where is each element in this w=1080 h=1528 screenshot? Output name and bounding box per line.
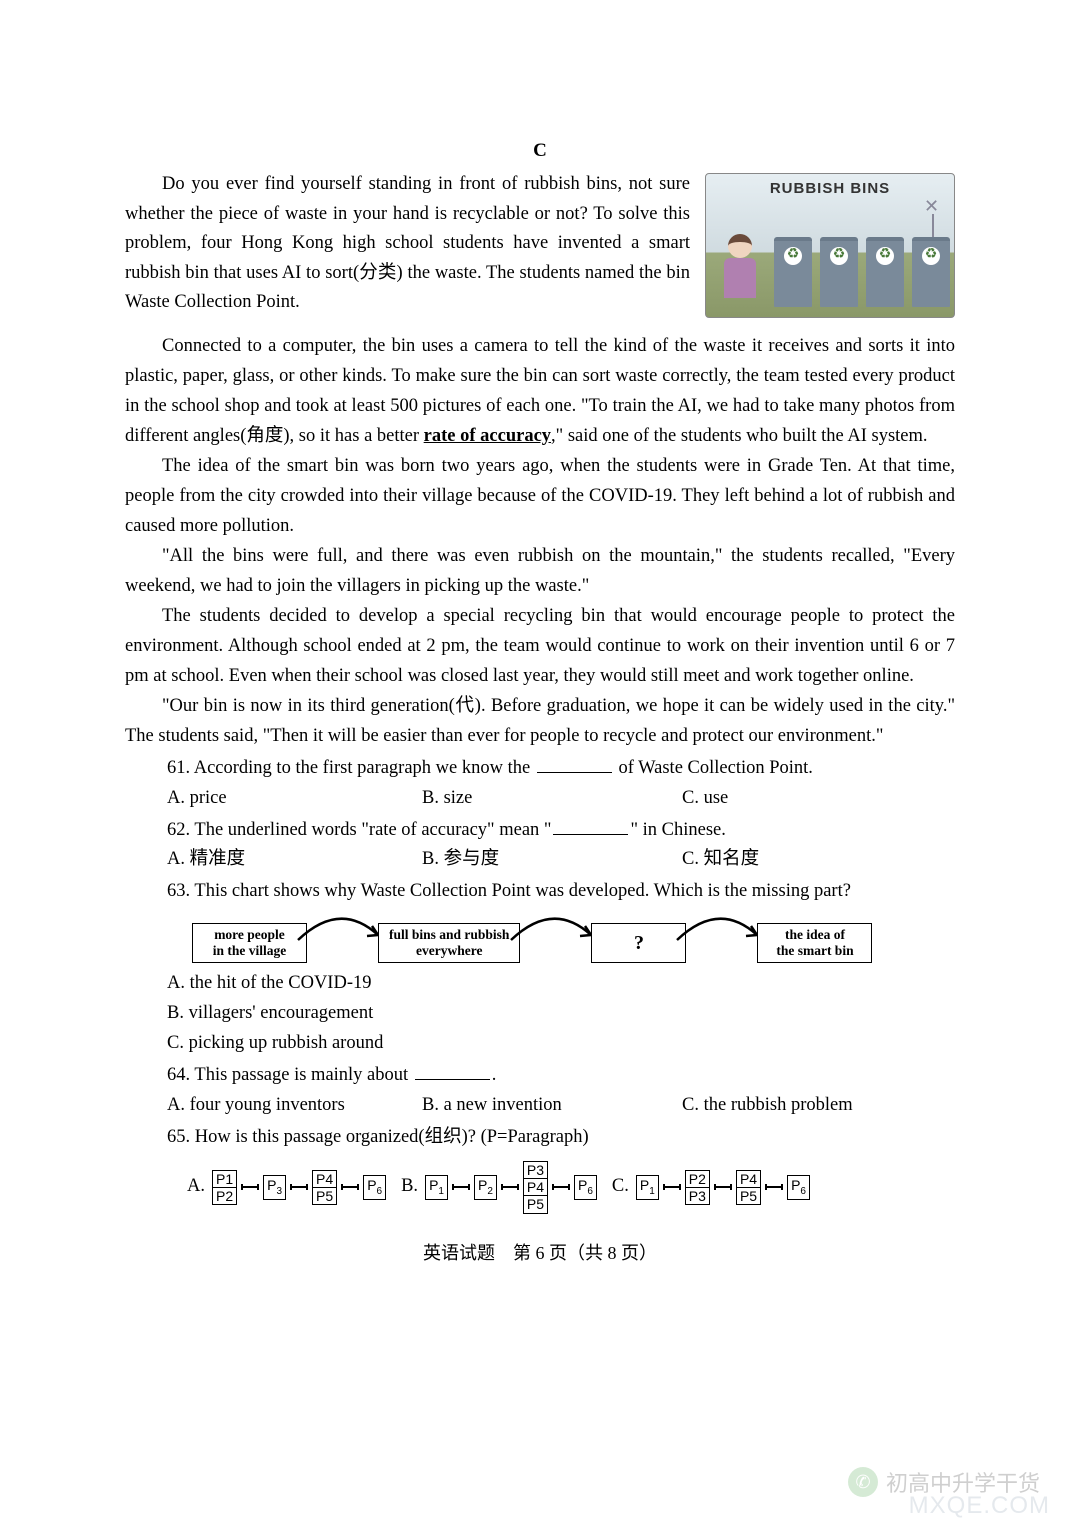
q62-opt-a: A. 精准度 <box>167 845 422 875</box>
person-icon <box>721 234 759 309</box>
q65-stem: 65. How is this passage organized(组织)? (… <box>167 1123 955 1153</box>
opt-label-a: A. <box>187 1172 205 1202</box>
paragraph-5: The students decided to develop a specia… <box>125 602 955 692</box>
q61-stem: 61. According to the first paragraph we … <box>167 754 955 784</box>
flow-box-2: full bins and rubbish everywhere <box>378 923 520 963</box>
pbox-p6: P6 <box>574 1175 597 1199</box>
questions-block: 61. According to the first paragraph we … <box>167 754 955 1214</box>
blank <box>553 834 628 835</box>
q63-opt-c: C. picking up rubbish around <box>167 1029 955 1059</box>
pbox-p1p2: P1P2 <box>212 1170 237 1205</box>
paragraph-6: "Our bin is now in its third generation(… <box>125 692 955 752</box>
pbox-p2: P2 <box>474 1175 497 1199</box>
watermark-2: MXQE.COM <box>909 1492 1050 1520</box>
q62-stem: 62. The underlined words "rate of accura… <box>167 816 955 846</box>
paragraph-4: "All the bins were full, and there was e… <box>125 542 955 602</box>
q64-options: A. four young inventors B. a new inventi… <box>167 1091 955 1121</box>
pbox-p4p5: P4P5 <box>312 1170 337 1205</box>
connector-icon <box>663 1186 681 1188</box>
q62-opt-c: C. 知名度 <box>682 845 759 875</box>
flow-box-4: the idea of the smart bin <box>757 923 872 963</box>
connector-icon <box>765 1186 783 1188</box>
q61-opt-c: C. use <box>682 784 728 814</box>
q64-stem-b: . <box>492 1065 497 1085</box>
q64-opt-b: B. a new invention <box>422 1091 682 1121</box>
q62-options: A. 精准度 B. 参与度 C. 知名度 <box>167 845 955 875</box>
p2-text-b: ," said one of the students who built th… <box>551 426 928 446</box>
q64-opt-c: C. the rubbish problem <box>682 1091 853 1121</box>
q61-stem-a: 61. According to the first paragraph we … <box>167 758 535 778</box>
blank <box>537 772 612 773</box>
rubbish-bin-illustration: RUBBISH BINS <box>705 173 955 318</box>
wechat-icon: ✆ <box>848 1467 878 1497</box>
arrow-icon <box>528 913 583 963</box>
q63-opt-b: B. villagers' encouragement <box>167 999 955 1029</box>
intro-wrap: RUBBISH BINS Do you ever find yourself s… <box>125 170 955 320</box>
arrow-icon <box>694 913 749 963</box>
connector-icon <box>341 1186 359 1188</box>
bins-icon <box>774 237 950 307</box>
paragraph-3: The idea of the smart bin was born two y… <box>125 452 955 542</box>
q61-options: A. price B. size C. use <box>167 784 955 814</box>
q63-opt-a: A. the hit of the COVID-19 <box>167 969 955 999</box>
pbox-p1: P1 <box>636 1175 659 1199</box>
q65-options: A. P1P2 P3 P4P5 P6 B. P1 P2 P3P4P5 P6 C.… <box>187 1161 955 1213</box>
pbox-p1: P1 <box>425 1175 448 1199</box>
q64-opt-a: A. four young inventors <box>167 1091 422 1121</box>
connector-icon <box>241 1186 259 1188</box>
pbox-p3p4p5: P3P4P5 <box>523 1161 548 1213</box>
q62-stem-a: 62. The underlined words "rate of accura… <box>167 820 551 840</box>
pbox-p4p5: P4P5 <box>736 1170 761 1205</box>
pbox-p3: P3 <box>263 1175 286 1199</box>
q63-flowchart: more people in the village full bins and… <box>192 913 955 963</box>
paragraph-2: Connected to a computer, the bin uses a … <box>125 332 955 452</box>
q65-opt-c: C. P1 P2P3 P4P5 P6 <box>612 1170 810 1205</box>
connector-icon <box>452 1186 470 1188</box>
pbox-p6: P6 <box>363 1175 386 1199</box>
q64-stem: 64. This passage is mainly about . <box>167 1061 955 1091</box>
q61-opt-b: B. size <box>422 784 682 814</box>
blank <box>415 1079 490 1080</box>
connector-icon <box>290 1186 308 1188</box>
opt-label-b: B. <box>401 1172 418 1202</box>
section-letter: C <box>125 140 955 162</box>
illustration-title: RUBBISH BINS <box>706 180 954 197</box>
pbox-p6: P6 <box>787 1175 810 1199</box>
connector-icon <box>714 1186 732 1188</box>
q61-opt-a: A. price <box>167 784 422 814</box>
q61-stem-b: of Waste Collection Point. <box>614 758 813 778</box>
q64-stem-a: 64. This passage is mainly about <box>167 1065 413 1085</box>
page-footer: 英语试题 第 6 页（共 8 页） <box>125 1239 955 1265</box>
connector-icon <box>501 1186 519 1188</box>
q62-opt-b: B. 参与度 <box>422 845 682 875</box>
opt-label-c: C. <box>612 1172 629 1202</box>
underlined-phrase: rate of accuracy <box>424 426 551 446</box>
q62-stem-b: " in Chinese. <box>630 820 725 840</box>
q65-opt-a: A. P1P2 P3 P4P5 P6 <box>187 1170 386 1205</box>
connector-icon <box>552 1186 570 1188</box>
q63-stem: 63. This chart shows why Waste Collectio… <box>167 877 955 907</box>
pbox-p2p3: P2P3 <box>685 1170 710 1205</box>
q65-opt-b: B. P1 P2 P3P4P5 P6 <box>401 1161 597 1213</box>
arrow-icon <box>315 913 370 963</box>
